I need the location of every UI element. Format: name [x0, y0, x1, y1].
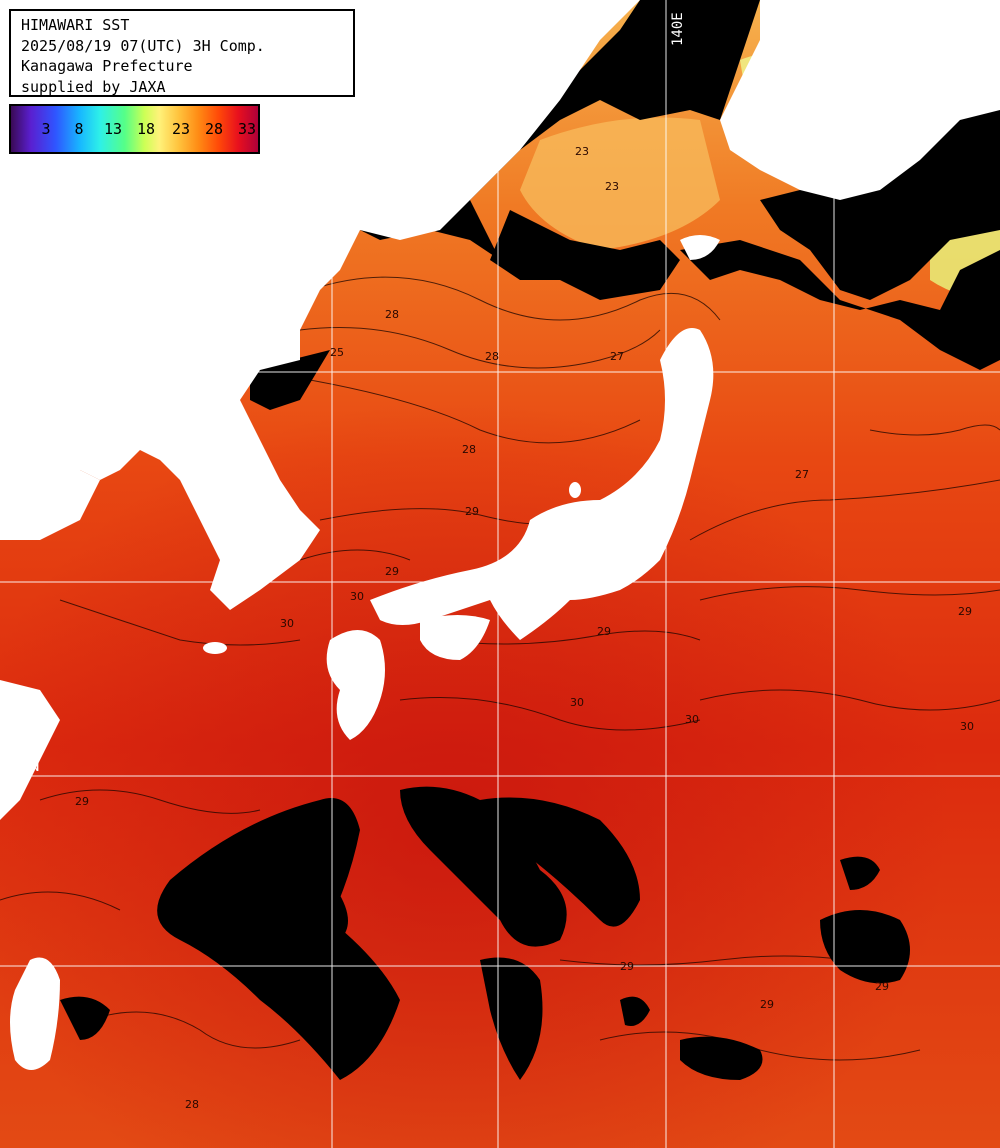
legend-tick: 8 — [74, 120, 84, 138]
contour-label: 30 — [685, 713, 699, 726]
contour-label: 29 — [465, 505, 479, 518]
legend-tick: 28 — [204, 120, 224, 138]
contour-label: 28 — [462, 443, 476, 456]
contour-label: 29 — [385, 565, 399, 578]
longitude-label: 140E — [670, 12, 686, 46]
contour-label: 30 — [350, 590, 364, 603]
cool-shelf-north — [520, 117, 720, 250]
credit-line: supplied by JAXA — [21, 77, 166, 96]
contour-label: 29 — [875, 980, 889, 993]
contour-label: 27 — [610, 350, 624, 363]
latitude-label-40n: 40N — [10, 352, 36, 368]
contour-labels: 23 23 28 25 27 28 28 27 29 29 30 29 29 3… — [75, 145, 974, 1111]
contour-label: 28 — [185, 1098, 199, 1111]
contour-label: 27 — [795, 468, 809, 481]
contour-label: 30 — [280, 617, 294, 630]
provider-prefecture: Kanagawa Prefecture — [21, 57, 193, 75]
legend-tick: 18 — [136, 120, 156, 138]
contour-label: 29 — [597, 625, 611, 638]
contour-label: 29 — [760, 998, 774, 1011]
title-box: HIMAWARI SST 2025/08/19 07(UTC) 3H Comp.… — [9, 9, 355, 97]
legend-tick: 3 — [41, 120, 51, 138]
contour-label: 28 — [385, 308, 399, 321]
legend-tick: 33 — [237, 120, 257, 138]
contour-label: 25 — [330, 346, 344, 359]
legend-tick: 13 — [103, 120, 123, 138]
contour-label: 23 — [605, 180, 619, 193]
product-title: HIMAWARI SST — [21, 16, 130, 34]
latitude-label-30n: 30N — [14, 759, 40, 775]
legend-tick: 23 — [171, 120, 191, 138]
contour-label: 29 — [620, 960, 634, 973]
contour-label: 23 — [575, 145, 589, 158]
timestamp: 2025/08/19 07(UTC) 3H Comp. — [21, 36, 265, 55]
contour-label: 30 — [960, 720, 974, 733]
color-scale-legend: 3 8 13 18 23 28 33 — [9, 104, 260, 154]
contour-label: 29 — [75, 795, 89, 808]
contour-label: 29 — [958, 605, 972, 618]
contour-label: 28 — [485, 350, 499, 363]
contour-label: 30 — [570, 696, 584, 709]
